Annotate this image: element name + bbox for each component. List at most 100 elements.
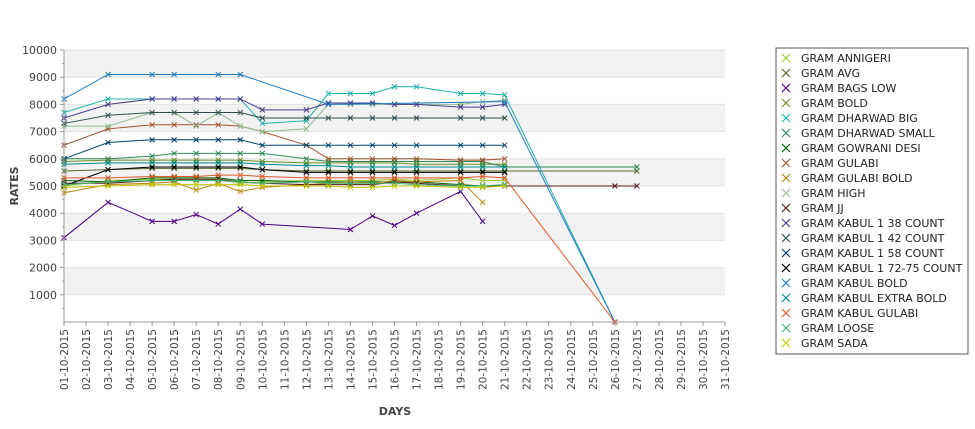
data-point	[237, 172, 244, 178]
y-tick-label: 2000	[29, 262, 57, 275]
data-point	[149, 136, 155, 143]
data-point	[105, 96, 111, 102]
data-point	[171, 150, 178, 157]
data-point	[149, 160, 155, 166]
series-gram-dharwad-small	[61, 150, 640, 170]
x-tick-label: 01-10-2015	[59, 329, 71, 390]
legend-marker	[781, 173, 791, 183]
legend-label: GRAM KABUL 1 72-75 COUNT	[801, 262, 963, 275]
data-point	[149, 121, 155, 128]
x-tick-label: 13-10-2015	[323, 329, 335, 390]
data-point	[479, 142, 486, 149]
data-point	[171, 218, 178, 225]
legend-marker	[781, 233, 791, 243]
legend-label: GRAM GOWRANI DESI	[801, 142, 921, 155]
data-point	[391, 142, 398, 149]
data-point	[193, 173, 200, 180]
y-tick-label: 10000	[22, 44, 57, 57]
series-line	[64, 174, 616, 323]
data-point	[413, 210, 420, 217]
data-point	[347, 142, 354, 149]
data-point	[347, 155, 354, 162]
x-axis-title: DAYS	[379, 405, 412, 418]
data-point	[391, 222, 398, 229]
plot-band	[64, 213, 725, 241]
x-tick-label: 30-10-2015	[698, 329, 710, 390]
data-point	[171, 71, 178, 78]
data-point	[479, 169, 486, 176]
data-point	[193, 164, 200, 170]
x-tick-label: 02-10-2015	[81, 329, 93, 390]
legend-item: GRAM KABUL BOLD	[781, 277, 908, 290]
data-point	[325, 155, 332, 162]
legend-marker	[781, 68, 791, 78]
data-point	[391, 83, 398, 90]
data-point	[479, 184, 486, 191]
data-point	[369, 174, 376, 181]
data-point	[149, 164, 155, 170]
legend-label: GRAM KABUL 1 42 COUNT	[801, 232, 945, 245]
x-tick-label: 20-10-2015	[478, 329, 490, 390]
data-point	[171, 181, 178, 188]
data-point	[259, 221, 266, 227]
series-line	[63, 167, 637, 172]
data-point	[457, 142, 464, 149]
legend-label: GRAM BOLD	[801, 97, 868, 110]
data-point	[369, 155, 376, 162]
data-point	[369, 169, 376, 176]
data-point	[171, 109, 178, 116]
data-point	[369, 184, 376, 191]
x-tick-label: 06-10-2015	[169, 329, 181, 390]
legend-label: GRAM GULABI BOLD	[801, 172, 913, 185]
legend-marker	[781, 188, 791, 198]
data-point	[149, 177, 155, 184]
data-point	[259, 161, 266, 168]
data-point	[171, 96, 178, 102]
data-point	[501, 164, 508, 170]
data-point	[171, 121, 178, 128]
data-point	[347, 164, 354, 170]
data-point	[501, 183, 508, 189]
data-point	[457, 115, 464, 121]
data-point	[259, 150, 266, 157]
data-point	[347, 169, 354, 176]
data-point	[215, 71, 222, 78]
data-point	[105, 101, 111, 108]
data-point	[105, 160, 111, 166]
data-point	[303, 169, 310, 176]
legend-label: GRAM HIGH	[801, 187, 866, 200]
data-point	[325, 169, 332, 176]
data-point	[171, 160, 178, 166]
legend-label: GRAM KABUL EXTRA BOLD	[801, 292, 947, 305]
data-point	[105, 166, 111, 173]
x-tick-label: 14-10-2015	[345, 329, 357, 390]
data-point	[259, 128, 266, 135]
series-gram-bags-low	[61, 188, 486, 241]
legend-box	[775, 47, 969, 355]
legend-item: GRAM BAGS LOW	[781, 82, 897, 95]
data-point	[325, 174, 332, 181]
legend-item: GRAM HIGH	[781, 187, 866, 200]
data-point	[215, 121, 222, 128]
data-point	[237, 150, 244, 157]
series-layer	[61, 71, 640, 325]
series-line	[63, 190, 484, 239]
data-point	[193, 109, 200, 116]
data-point	[325, 183, 332, 189]
data-point	[413, 174, 420, 181]
x-tick-label: 31-10-2015	[720, 329, 732, 390]
data-point	[215, 172, 222, 178]
data-point	[479, 177, 486, 184]
data-point	[105, 179, 111, 185]
legend-item: GRAM GULABI BOLD	[781, 172, 913, 185]
data-point	[237, 188, 244, 195]
legend-item: GRAM LOOSE	[781, 322, 874, 335]
data-point	[237, 123, 244, 130]
y-tick-label: 9000	[29, 71, 57, 84]
data-point	[193, 123, 200, 130]
data-point	[325, 115, 332, 121]
data-point	[215, 164, 222, 170]
data-point	[193, 177, 200, 184]
legend-marker	[781, 98, 791, 108]
